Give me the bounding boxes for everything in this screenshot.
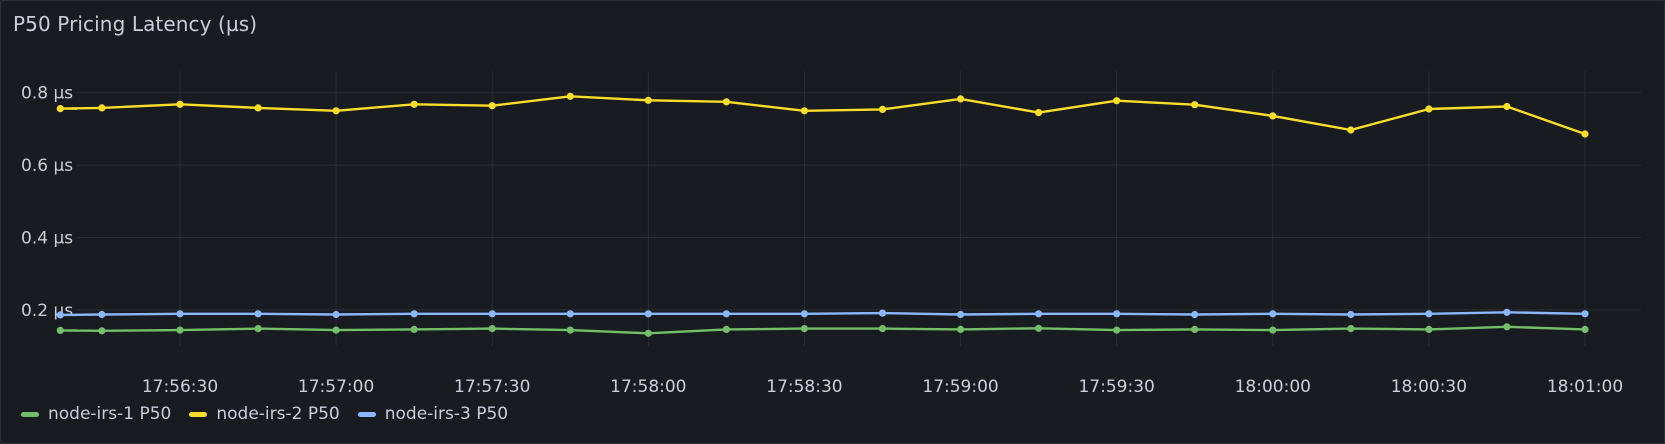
data-point [800,310,809,318]
x-tick-label: 17:58:00 [610,377,686,397]
data-point [566,92,574,100]
y-axis: 0.2 µs 0.4 µs 0.6 µs 0.8 µs [21,84,73,321]
legend-swatch [189,411,208,417]
data-point [1503,102,1511,111]
data-point [254,325,262,333]
x-tick-label: 18:01:00 [1547,377,1623,397]
series-line [59,95,1586,136]
data-point [1269,326,1277,334]
data-point [800,107,809,115]
data-point [1113,97,1121,105]
y-tick-label: 0.6 µs [21,156,73,176]
series-layer [56,92,1589,337]
x-tick-label: 17:56:30 [142,377,218,397]
data-point [878,309,887,317]
data-point [1581,325,1589,333]
legend-swatch [357,411,376,417]
data-point [800,325,809,333]
x-tick-label: 17:58:30 [766,377,842,397]
data-point [1269,112,1277,120]
data-point [1191,101,1199,109]
data-point [1425,105,1433,113]
series-line [59,311,1586,317]
data-point [56,326,64,334]
data-point [1191,310,1199,319]
data-point [56,105,64,113]
data-point [176,310,184,318]
data-point [254,310,262,318]
x-tick-label: 17:59:00 [922,377,998,397]
data-point [722,98,731,106]
data-point [98,327,106,335]
data-point [1425,310,1433,318]
data-point [957,95,965,103]
legend-label: node-irs-3 P50 [384,404,509,424]
x-axis: 17:56:30 17:57:00 17:57:30 17:58:00 17:58:30… [142,377,1623,397]
line-chart: 0.2 µs 0.4 µs 0.6 µs 0.8 µs 17:56:30 17:57:0… [21,71,1641,397]
data-point [644,329,652,337]
data-point [1347,325,1355,333]
data-point [1581,130,1589,138]
legend-item-node-irs-1[interactable]: node-irs-1 P50 [21,404,171,424]
legend: node-irs-1 P50 node-irs-2 P50 node-irs-3… [21,404,508,424]
data-point [566,326,574,334]
x-tick-label: 17:57:00 [298,377,374,397]
data-point [176,100,184,108]
legend-swatch [21,411,39,417]
legend-label: node-irs-1 P50 [48,404,172,424]
data-point [878,105,887,113]
data-point [644,96,652,104]
x-tick-label: 17:57:30 [454,377,530,397]
data-point [1347,126,1355,134]
grid-horizontal [77,92,1641,311]
data-point [957,310,965,319]
panel-title: P50 Pricing Latency (µs) [13,12,258,36]
data-point [410,325,418,333]
data-point [332,107,340,115]
legend-item-node-irs-2[interactable]: node-irs-2 P50 [189,404,340,424]
data-point [488,310,496,318]
x-tick-label: 17:59:30 [1078,377,1154,397]
data-point [1503,323,1511,331]
y-tick-label: 0.8 µs [21,84,73,104]
data-point [957,325,965,333]
y-tick-label: 0.4 µs [21,228,73,248]
data-point [254,104,262,112]
x-tick-label: 18:00:00 [1235,377,1311,397]
legend-label: node-irs-2 P50 [216,404,340,424]
y-tick-label: 0.2 µs [21,301,73,321]
data-point [1035,310,1043,318]
data-point [176,326,184,334]
data-point [98,310,106,319]
data-point [488,325,496,333]
data-point [1191,325,1199,333]
data-point [332,310,340,319]
data-point [1113,310,1121,318]
data-point [1035,324,1043,332]
data-point [1113,326,1121,334]
data-point [410,100,418,108]
data-point [56,311,64,319]
series-line [59,325,1586,335]
data-point [1269,310,1277,318]
x-tick-label: 18:00:30 [1391,377,1467,397]
data-point [566,310,574,318]
data-point [878,325,887,333]
data-point [1035,109,1043,117]
legend-item-node-irs-3[interactable]: node-irs-3 P50 [357,404,509,424]
data-point [98,104,106,112]
data-point [1425,325,1433,333]
data-point [332,326,340,334]
data-point [722,325,731,333]
data-point [722,310,731,318]
data-point [1347,310,1355,319]
data-point [410,310,418,318]
data-point [644,310,652,318]
data-point [1503,308,1511,316]
data-point [1581,310,1589,318]
data-point [488,102,496,110]
